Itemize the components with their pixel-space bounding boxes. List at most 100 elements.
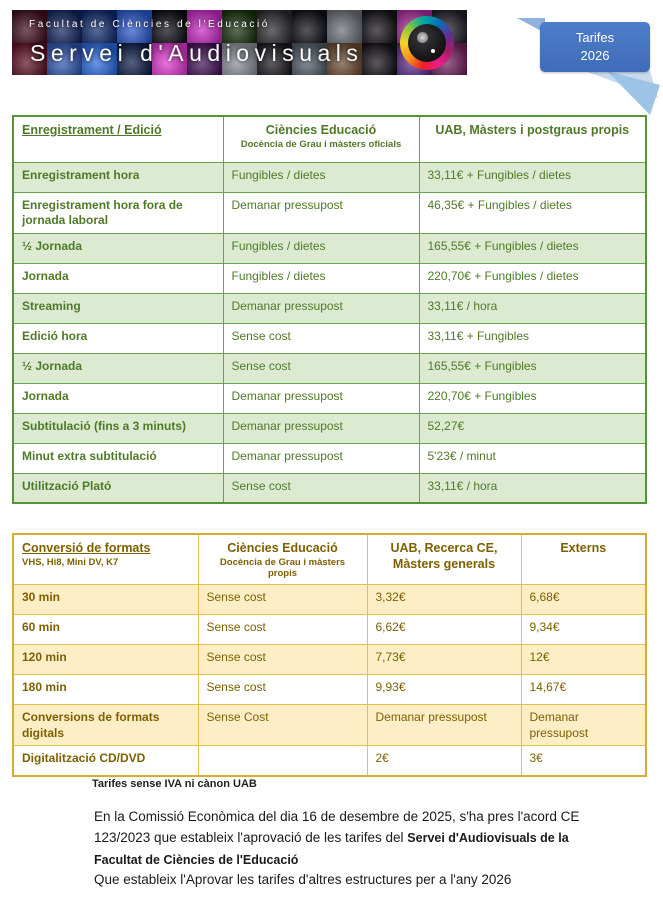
table-row: Jornada Fungibles / dietes 220,70€ + Fungi… [12, 262, 647, 294]
table-cell: Demanar pressupost [366, 704, 522, 747]
table-cell: Subtitulació (fins a 3 minuts) [12, 412, 224, 444]
table-cell: 3,32€ [366, 584, 522, 616]
table-row: 30 min Sense cost 3,32€ 6,68€ [12, 584, 647, 616]
banner-tile [82, 10, 117, 43]
table-cell: Sense cost [222, 352, 420, 384]
column-header: UAB, Màsters i postgraus propis [418, 115, 647, 163]
banner-tile [117, 42, 152, 75]
table-cell: 60 min [12, 614, 199, 646]
tarifes-badge: Tarifes 2026 [540, 22, 650, 72]
table-cell: 120 min [12, 644, 199, 676]
iva-note: Tarifes sense IVA ni cànon UAB [92, 778, 257, 790]
table-row: Minut extra subtitulació Demanar pressupo… [12, 442, 647, 474]
table-cell: 33,11€ / hora [418, 472, 647, 504]
table-cell: Enregistrament hora [12, 161, 224, 193]
table-cell: 7,73€ [366, 644, 522, 676]
banner-tile [257, 10, 292, 43]
table-cell: 165,55€ + Fungibles [418, 352, 647, 384]
table-cell: Sense cost [197, 584, 368, 616]
badge-title: Tarifes [575, 30, 615, 45]
table-cell: ½ Jornada [12, 232, 224, 264]
banner-tile [47, 42, 82, 75]
column-header: Conversió de formats VHS, Hi8, Mini DV, K… [12, 533, 199, 586]
lens-highlight [417, 32, 428, 43]
table-cell: 12€ [520, 644, 647, 676]
banner-tile [222, 42, 257, 75]
table-row: Digitalització CD/DVD 2€ 3€ [12, 745, 647, 777]
banner-tile [362, 42, 397, 75]
table-cell: Fungibles / dietes [222, 232, 420, 264]
banner-tile [257, 42, 292, 75]
table-cell: 52,27€ [418, 412, 647, 444]
table-cell: Sense Cost [197, 704, 368, 747]
table-cell: Jornada [12, 262, 224, 294]
table-row: Streaming Demanar pressupost 33,11€ / hora [12, 292, 647, 324]
table-cell: 33,11€ + Fungibles / dietes [418, 161, 647, 193]
table-row: Edició hora Sense cost 33,11€ + Fungibles [12, 322, 647, 354]
table-cell: Demanar pressupost [222, 412, 420, 444]
table-cell: Sense cost [222, 322, 420, 354]
banner-tile [362, 10, 397, 43]
banner-tile [187, 42, 222, 75]
banner-tile [117, 10, 152, 43]
table-cell: Demanar pressupost [222, 442, 420, 474]
tarifes-badge-group: Tarifes 2026 [510, 5, 663, 120]
table-row: ½ Jornada Fungibles / dietes 165,55€ + Fun… [12, 232, 647, 264]
table-row: Enregistrament hora fora de jornada labo… [12, 191, 647, 234]
table-cell: Edició hora [12, 322, 224, 354]
table-cell: 6,68€ [520, 584, 647, 616]
banner-tile [152, 10, 187, 43]
header-row: Conversió de formats VHS, Hi8, Mini DV, K… [12, 533, 647, 586]
banner-tile [292, 42, 327, 75]
second-approval-paragraph: Que estableix l'Aprovar les tarifes d'al… [94, 872, 512, 887]
table-row: Subtitulació (fins a 3 minuts) Demanar pr… [12, 412, 647, 444]
table-cell: Demanar pressupost [222, 292, 420, 324]
enregistrament-edicio-table: Enregistrament / Edició Ciències Educació… [12, 115, 647, 505]
column-header: Ciències Educació Docència de Grau i màst… [197, 533, 368, 586]
table-cell: Conversions de formats digitals [12, 704, 199, 747]
table-cell: 9,34€ [520, 614, 647, 646]
banner-tile [222, 10, 257, 43]
table-cell: 220,70€ + Fungibles / dietes [418, 262, 647, 294]
table-cell: Sense cost [222, 472, 420, 504]
camera-lens-color-wheel-icon [400, 16, 454, 70]
approval-paragraph: En la Comissió Econòmica del dia 16 de d… [94, 806, 616, 871]
table-row: Jornada Demanar pressupost 220,70€ + Fungi… [12, 382, 647, 414]
table-cell: 6,62€ [366, 614, 522, 646]
banner-tile [12, 10, 47, 43]
table-cell: 5'23€ / minut [418, 442, 647, 474]
banner-tile [47, 10, 82, 43]
table-row: 120 min Sense cost 7,73€ 12€ [12, 644, 647, 676]
header-row: Enregistrament / Edició Ciències Educació… [12, 115, 647, 163]
table-cell: Demanar pressupost [520, 704, 647, 747]
service-name: Servei d'Audiovisuals [30, 40, 364, 66]
table-cell: Utilització Plató [12, 472, 224, 504]
table-cell: Minut extra subtitulació [12, 442, 224, 474]
table-cell: Demanar pressupost [222, 191, 420, 234]
table-cell: ½ Jornada [12, 352, 224, 384]
table-cell: 46,35€ + Fungibles / dietes [418, 191, 647, 234]
banner-tile [327, 10, 362, 43]
table-cell: Sense cost [197, 614, 368, 646]
table-row: Utilització Plató Sense cost 33,11€ / hora [12, 472, 647, 504]
table-row: Conversions de formats digitals Sense Cos… [12, 704, 647, 747]
banner-tile [152, 42, 187, 75]
lens-glint [431, 49, 435, 53]
table-row: 180 min Sense cost 9,93€ 14,67€ [12, 674, 647, 706]
table-row: Enregistrament hora Fungibles / dietes 33,… [12, 161, 647, 193]
table-cell: Fungibles / dietes [222, 262, 420, 294]
banner-tile [327, 42, 362, 75]
table-cell: 33,11€ + Fungibles [418, 322, 647, 354]
table-row: ½ Jornada Sense cost 165,55€ + Fungibles [12, 352, 647, 384]
column-header: UAB, Recerca CE, Màsters generals [366, 533, 522, 586]
banner-tile [82, 42, 117, 75]
lens-pupil [408, 24, 446, 62]
banner-tile [12, 42, 47, 75]
banner-tile [187, 10, 222, 43]
approval-text: En la Comissió Econòmica del dia 16 de d… [94, 809, 580, 846]
column-header: Externs [520, 533, 647, 586]
table-cell: 30 min [12, 584, 199, 616]
table-cell: 9,93€ [366, 674, 522, 706]
conversio-formats-table: Conversió de formats VHS, Hi8, Mini DV, K… [12, 533, 647, 777]
